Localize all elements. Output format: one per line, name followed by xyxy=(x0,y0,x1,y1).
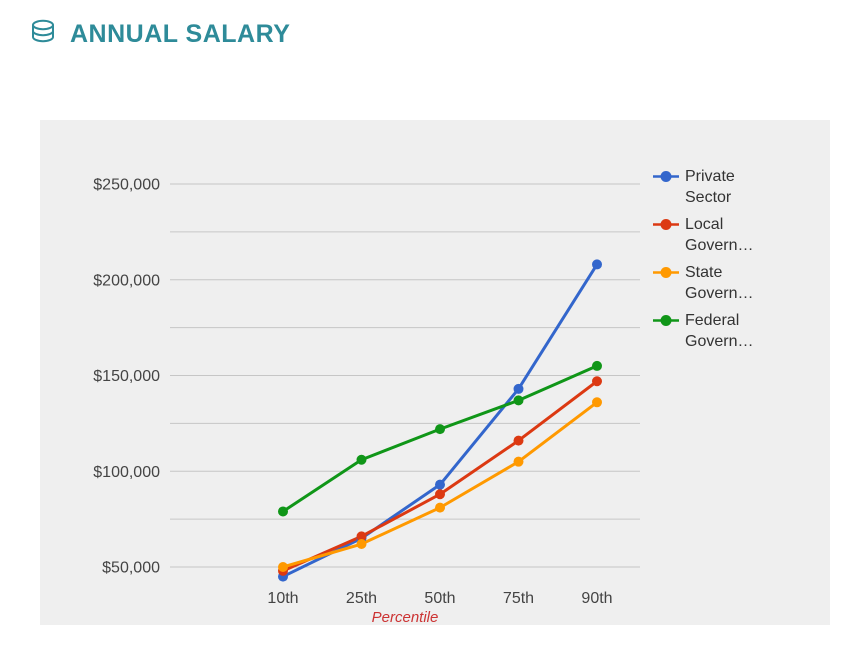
legend-marker-icon xyxy=(653,267,679,278)
chart-legend: Private Sector Local Govern… State Govern…… xyxy=(653,166,823,358)
salary-chart-card: $50,000 $100,000 $150,000 $200,000 $250,000 1… xyxy=(40,120,830,626)
data-point[interactable] xyxy=(513,395,524,406)
data-point[interactable] xyxy=(592,360,602,371)
line-chart-plot: $50,000 $100,000 $150,000 $200,000 $250,000 1… xyxy=(93,177,640,626)
legend-item-local-govern[interactable]: Local Govern… xyxy=(653,214,823,256)
data-point[interactable] xyxy=(356,454,367,465)
page-title: ANNUAL SALARY xyxy=(70,20,291,48)
data-point[interactable] xyxy=(592,397,602,408)
data-point[interactable] xyxy=(513,383,524,394)
svg-text:50th: 50th xyxy=(424,590,455,607)
legend-label: State Govern… xyxy=(685,264,754,302)
data-point[interactable] xyxy=(513,435,524,446)
data-point[interactable] xyxy=(356,531,367,542)
data-point[interactable] xyxy=(435,489,445,500)
legend-item-federal-govern[interactable]: Federal Govern… xyxy=(653,310,823,352)
data-point[interactable] xyxy=(435,502,445,513)
x-axis-title: Percentile xyxy=(372,609,439,626)
coins-icon xyxy=(30,18,58,51)
data-point[interactable] xyxy=(435,424,445,435)
data-point[interactable] xyxy=(592,259,602,270)
data-point[interactable] xyxy=(278,562,288,572)
svg-text:$250,000: $250,000 xyxy=(93,177,160,194)
legend-label: Local Govern… xyxy=(685,216,754,254)
svg-text:$200,000: $200,000 xyxy=(93,272,160,289)
legend-marker-icon xyxy=(653,315,679,326)
data-point[interactable] xyxy=(513,456,524,467)
data-point[interactable] xyxy=(592,376,602,387)
data-point[interactable] xyxy=(278,506,288,517)
data-point[interactable] xyxy=(435,479,445,490)
svg-text:75th: 75th xyxy=(503,590,534,607)
svg-text:$50,000: $50,000 xyxy=(102,560,160,577)
svg-text:10th: 10th xyxy=(267,590,298,607)
svg-text:25th: 25th xyxy=(346,590,377,607)
x-axis-labels: 10th 25th 50th 75th 90th xyxy=(267,590,612,607)
svg-text:$150,000: $150,000 xyxy=(93,368,160,385)
series-line xyxy=(282,263,599,578)
legend-label: Private Sector xyxy=(685,168,735,206)
y-axis-labels: $50,000 $100,000 $150,000 $200,000 $250,000 xyxy=(93,177,160,577)
legend-marker-icon xyxy=(653,171,679,182)
svg-text:$100,000: $100,000 xyxy=(93,464,160,481)
legend-item-private-sector[interactable]: Private Sector xyxy=(653,166,823,208)
page-header: ANNUAL SALARY xyxy=(30,18,290,51)
data-point[interactable] xyxy=(356,539,367,550)
svg-text:90th: 90th xyxy=(581,590,612,607)
legend-label: Federal Govern… xyxy=(685,312,754,350)
legend-marker-icon xyxy=(653,219,679,230)
gridlines xyxy=(170,183,640,568)
series-line xyxy=(282,380,598,573)
legend-item-state-govern[interactable]: State Govern… xyxy=(653,262,823,304)
